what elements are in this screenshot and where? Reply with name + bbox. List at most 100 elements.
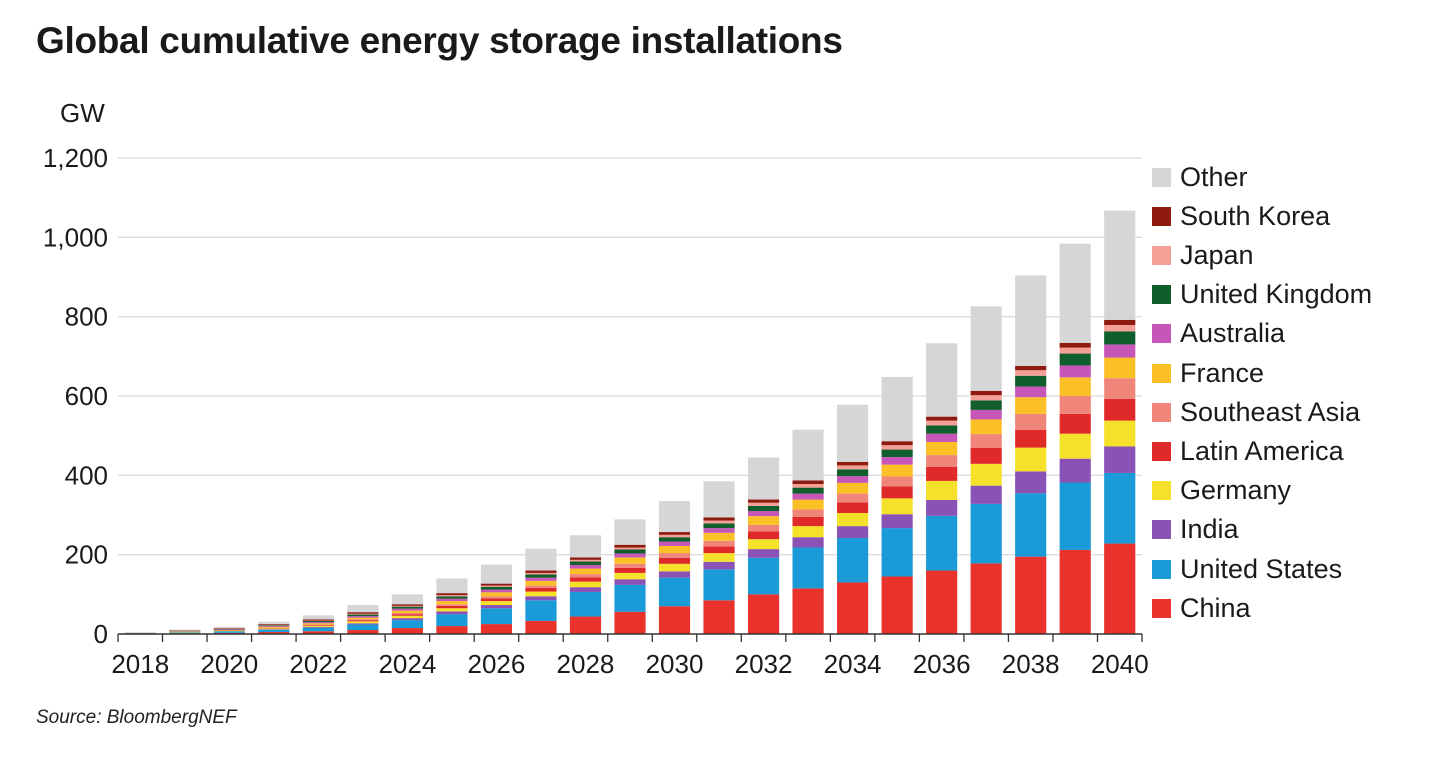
bar-segment-france <box>658 545 691 554</box>
bar-segment-south-korea <box>881 441 913 446</box>
bar-segment-latin-america <box>347 620 379 622</box>
bar-segment-united-kingdom <box>347 614 379 617</box>
bar-segment-other <box>569 535 602 558</box>
legend-swatch <box>1152 285 1171 305</box>
bar-segment-other <box>347 605 379 613</box>
bar-segment-other <box>391 594 423 605</box>
bar-segment-australia <box>569 564 602 569</box>
bars <box>124 210 1136 634</box>
bar-stack-2029 <box>614 519 646 634</box>
bar-segment-china <box>347 630 379 634</box>
y-tick-label: 200 <box>65 540 108 570</box>
y-tick-label: 0 <box>94 619 108 649</box>
x-tick-label: 2034 <box>824 649 882 679</box>
bar-segment-united-kingdom <box>703 523 735 529</box>
bar-segment-japan <box>1059 347 1091 354</box>
bar-segment-france <box>258 626 290 628</box>
bar-segment-china <box>569 616 602 634</box>
bar-segment-japan <box>1104 324 1136 332</box>
bar-segment-china <box>258 632 290 634</box>
bar-segment-united-states <box>391 620 423 629</box>
bar-segment-united-states <box>569 591 602 617</box>
bar-segment-united-kingdom <box>837 469 869 477</box>
bar-stack-2037 <box>970 306 1002 634</box>
legend-label: Japan <box>1180 239 1254 270</box>
bar-segment-germany <box>1015 447 1047 472</box>
bar-segment-other <box>970 306 1002 391</box>
legend-item-united-states: United States <box>1152 552 1342 586</box>
bar-segment-india <box>658 571 691 578</box>
bar-segment-south-korea <box>747 499 780 503</box>
bar-segment-china <box>837 582 869 634</box>
bar-segment-latin-america <box>658 557 691 564</box>
legend-label: United States <box>1180 553 1343 584</box>
bar-segment-latin-america <box>436 605 468 609</box>
bar-segment-united-states <box>1059 482 1091 550</box>
bar-segment-france <box>569 568 602 575</box>
bar-segment-south-korea <box>213 628 245 630</box>
bar-segment-germany <box>525 591 557 597</box>
bar-segment-south-korea <box>926 416 958 421</box>
bar-segment-latin-america <box>1104 398 1136 421</box>
x-tick-label: 2018 <box>111 649 169 679</box>
bar-segment-australia <box>1015 386 1047 398</box>
bar-segment-south-korea <box>614 544 646 548</box>
bar-segment-india <box>480 605 513 609</box>
bar-segment-united-states <box>1015 493 1047 557</box>
bar-segment-latin-america <box>970 447 1002 464</box>
bar-segment-latin-america <box>747 531 780 540</box>
bar-stack-2033 <box>792 429 824 634</box>
bar-segment-japan <box>926 420 958 426</box>
bar-segment-south-korea <box>436 593 468 596</box>
bar-segment-france <box>436 601 468 605</box>
bar-segment-southeast-asia <box>1015 413 1047 430</box>
bar-segment-germany <box>436 608 468 612</box>
bar-segment-india <box>881 514 913 529</box>
bar-segment-germany <box>347 621 379 624</box>
bar-segment-southeast-asia <box>436 604 468 606</box>
bar-segment-other <box>926 343 958 417</box>
legend-item-china: China <box>1152 591 1251 625</box>
legend-item-france: France <box>1152 356 1264 390</box>
bar-segment-japan <box>837 465 869 470</box>
bar-stack-2028 <box>569 535 602 634</box>
bar-segment-australia <box>525 577 557 581</box>
bar-segment-southeast-asia <box>569 574 602 578</box>
bar-segment-india <box>1104 446 1136 473</box>
bar-segment-latin-america <box>703 546 735 554</box>
bar-segment-united-kingdom <box>525 574 557 578</box>
bar-segment-australia <box>302 622 334 624</box>
bar-segment-france <box>614 557 646 564</box>
bar-stack-2036 <box>926 343 958 634</box>
bar-segment-south-korea <box>837 461 869 466</box>
bar-segment-other <box>302 615 334 620</box>
legend-swatch <box>1152 520 1171 540</box>
legend-item-india: India <box>1152 513 1239 547</box>
bar-segment-united-states <box>169 632 201 634</box>
legend-swatch <box>1152 363 1171 383</box>
bar-segment-southeast-asia <box>391 612 423 615</box>
bar-segment-germany <box>1104 420 1136 447</box>
x-tick-label: 2038 <box>1002 649 1060 679</box>
bar-segment-united-states <box>302 627 334 632</box>
bar-segment-south-korea <box>525 570 557 573</box>
bar-segment-united-states <box>658 577 691 607</box>
bar-segment-other <box>169 629 201 631</box>
bar-segment-south-korea <box>1104 319 1136 325</box>
bar-segment-south-korea <box>391 604 423 606</box>
bar-segment-south-korea <box>480 583 513 586</box>
bar-segment-united-states <box>837 538 869 583</box>
bar-segment-southeast-asia <box>614 563 646 568</box>
legend-swatch <box>1152 441 1171 461</box>
bar-segment-southeast-asia <box>1059 396 1091 414</box>
bar-segment-latin-america <box>837 502 869 514</box>
bar-segment-germany <box>258 628 290 630</box>
bar-segment-south-korea <box>347 612 379 614</box>
bar-segment-united-states <box>480 608 513 625</box>
y-axis-unit-label: GW <box>60 98 105 128</box>
bar-segment-germany <box>703 553 735 562</box>
bar-segment-latin-america <box>614 567 646 573</box>
bar-segment-france <box>703 532 735 541</box>
bar-segment-united-states <box>1104 472 1136 544</box>
bar-segment-japan <box>569 559 602 562</box>
